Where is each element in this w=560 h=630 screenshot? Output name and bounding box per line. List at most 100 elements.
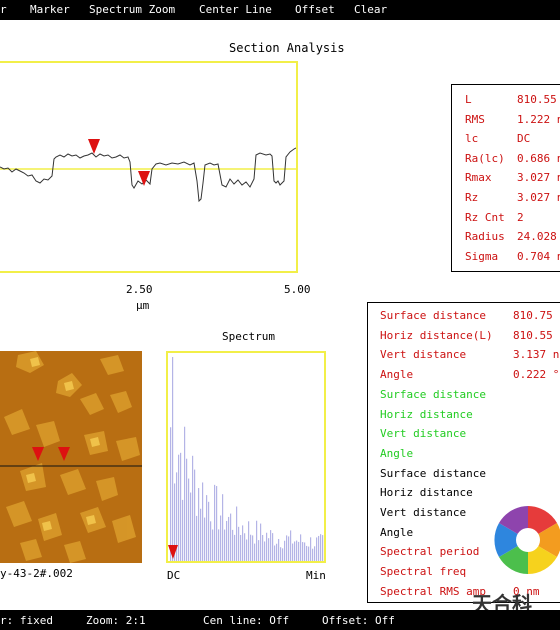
- spectrum-bar: [242, 525, 244, 561]
- spectrum-bar: [192, 455, 194, 561]
- spectrum-bar: [180, 452, 182, 561]
- spectrum-bar: [316, 537, 318, 561]
- menu-item-spectrum-zoom[interactable]: Spectrum Zoom: [89, 3, 176, 16]
- measure-label: Spectral RMS amp: [380, 584, 486, 598]
- menu-item-clear[interactable]: Clear: [354, 3, 388, 16]
- menu-item-center-line[interactable]: Center Line: [199, 3, 272, 16]
- spectrum-bar: [308, 546, 310, 561]
- measure-label: Angle: [380, 446, 414, 460]
- spectrum-bar: [218, 529, 220, 561]
- spectrum-bar: [200, 508, 202, 561]
- spectrum-bar: [230, 513, 232, 561]
- menu-item-cursor[interactable]: r: [0, 3, 7, 16]
- measure-label: Surface distance: [380, 387, 486, 401]
- x-tick-2-50: 2.50: [126, 283, 153, 296]
- measure-value: 0 nm: [513, 584, 540, 598]
- spectrum-bar: [178, 454, 180, 561]
- stat-value: DC: [517, 132, 531, 146]
- spectrum-bar: [234, 534, 236, 561]
- stat-label: Rz: [465, 191, 479, 204]
- spectrum-bar: [246, 539, 248, 561]
- spectrum-bar: [306, 545, 308, 561]
- spectrum-bar: [204, 517, 206, 561]
- stat-label: Ra(lc): [465, 151, 505, 165]
- spectrum-bar: [202, 482, 204, 561]
- menu-item-marker[interactable]: Marker: [30, 3, 70, 16]
- stat-label: Sigma: [465, 249, 499, 263]
- spectrum-bar: [318, 535, 320, 561]
- marker-triangle-2[interactable]: [138, 171, 150, 186]
- profile-trace: [0, 147, 296, 203]
- stat-value: 0.686 n: [517, 151, 560, 165]
- stat-value: 810.55: [517, 93, 557, 106]
- status-offset: Offset: Off: [322, 614, 395, 627]
- stat-value: 0.704 n: [517, 249, 560, 263]
- measure-label: Spectral period: [380, 545, 480, 559]
- image-marker-2[interactable]: [58, 447, 70, 461]
- x-tick-5-00: 5.00: [284, 283, 311, 296]
- spectrum-bar: [302, 542, 304, 561]
- spectrum-bar: [262, 535, 264, 561]
- spectrum-plot[interactable]: [166, 351, 326, 563]
- spectrum-bar: [220, 515, 222, 561]
- spectrum-marker[interactable]: [168, 545, 178, 559]
- status-bar: r: fixed Zoom: 2:1 Cen line: Off Offset:…: [0, 610, 560, 630]
- spectrum-bar: [290, 530, 292, 561]
- spectrum-bar: [310, 537, 312, 561]
- spectrum-bar: [254, 543, 256, 561]
- spectrum-bar: [252, 535, 254, 561]
- spectrum-bar: [244, 533, 246, 561]
- spectrum-bar: [322, 535, 324, 561]
- measure-value: 0.222 °: [513, 368, 560, 382]
- measure-label: Spectral freq: [380, 565, 467, 579]
- afm-height-image[interactable]: [0, 351, 142, 563]
- spectrum-bar: [196, 515, 198, 561]
- spectrum-bar: [258, 540, 260, 561]
- spectrum-bar: [292, 543, 294, 561]
- spectrum-bar: [212, 529, 214, 561]
- spectrum-bar: [272, 533, 274, 561]
- spectrum-bar: [222, 494, 224, 561]
- spectrum-bar: [312, 548, 314, 561]
- spectrum-bar: [194, 469, 196, 561]
- measure-label: Surface distance: [380, 466, 486, 480]
- spectrum-bar: [296, 540, 298, 561]
- pinwheel-logo-icon: [494, 506, 560, 574]
- image-marker-1[interactable]: [32, 447, 44, 461]
- spectrum-bar: [284, 540, 286, 561]
- spectrum-bar: [286, 535, 288, 561]
- marker-triangle-1[interactable]: [88, 139, 100, 154]
- menu-item-offset[interactable]: Offset: [295, 3, 335, 16]
- status-zoom: Zoom: 2:1: [86, 614, 146, 627]
- afm-topography: [0, 351, 142, 563]
- stat-value: 1.222 n: [517, 112, 560, 126]
- spectrum-dc-label: DC: [167, 569, 181, 582]
- image-filename: y-43-2#.002: [0, 567, 73, 580]
- stat-label: L: [465, 93, 472, 106]
- spectrum-bars: [168, 357, 324, 561]
- spectrum-bar: [184, 426, 186, 561]
- section-profile-graph: [0, 139, 296, 203]
- spectrum-bar: [260, 523, 262, 561]
- spectrum-bar: [320, 534, 322, 561]
- roughness-stats-panel: L 810.55 RMS 1.222 n lc DC Ra(lc) 0.686 n Rmax 3.…: [451, 84, 560, 272]
- measure-value: 810.75 r: [513, 309, 560, 322]
- measure-label: Horiz distance: [380, 407, 473, 421]
- spectrum-bar: [188, 478, 190, 561]
- stat-value: 24.028: [517, 230, 557, 244]
- status-center-line: Cen line: Off: [203, 614, 290, 627]
- section-profile-plot[interactable]: [0, 61, 298, 273]
- spectrum-bar: [294, 541, 296, 561]
- spectrum-bar: [224, 529, 226, 561]
- measure-label: Horiz distance: [380, 486, 473, 500]
- spectrum-bar: [214, 484, 216, 561]
- section-analysis-title: Section Analysis: [229, 41, 345, 55]
- measure-label: Angle: [380, 525, 414, 539]
- spectrum-bar: [282, 548, 284, 561]
- spectrum-bar: [182, 499, 184, 561]
- spectrum-bar: [174, 483, 176, 561]
- spectrum-bar: [248, 521, 250, 561]
- spectrum-bar: [226, 520, 228, 561]
- stat-label: Rz Cnt: [465, 210, 505, 224]
- spectrum-bar: [238, 526, 240, 561]
